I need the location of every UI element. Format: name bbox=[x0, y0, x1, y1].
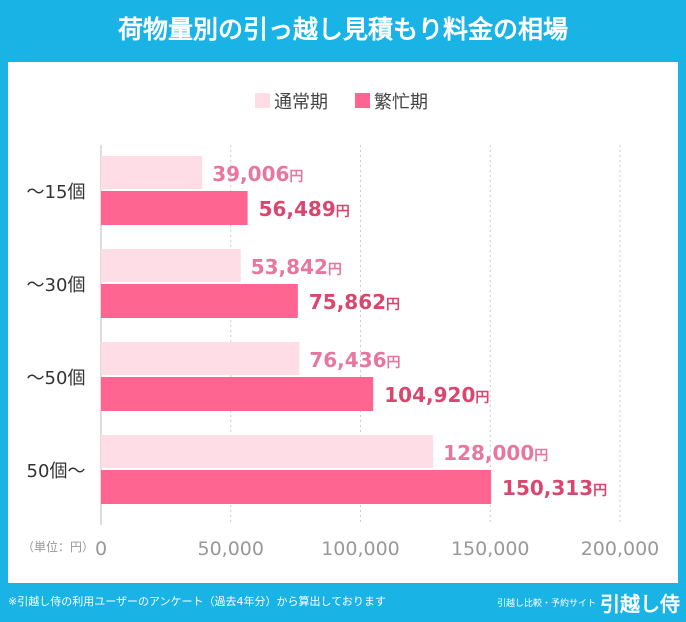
x-tick-label: 100,000 bbox=[321, 538, 400, 560]
data-label: 128,000円 bbox=[443, 441, 548, 465]
x-tick-label: 150,000 bbox=[451, 538, 530, 560]
bar-通常期 bbox=[101, 435, 434, 468]
unit-label: （単位：円） bbox=[22, 539, 94, 554]
data-label: 150,313円 bbox=[502, 476, 607, 500]
chart-title: 荷物量別の引っ越し見積もり料金の相場 bbox=[117, 15, 568, 44]
data-label: 104,920円 bbox=[384, 383, 489, 407]
brand-tagline: 引越し比較・予約サイト bbox=[497, 599, 597, 609]
x-tick-label: 0 bbox=[95, 538, 107, 560]
category-label: 〜50個 bbox=[27, 368, 86, 389]
data-label: 56,489円 bbox=[259, 197, 350, 221]
data-label: 53,842円 bbox=[251, 255, 342, 279]
x-tick-label: 200,000 bbox=[581, 538, 660, 560]
bar-繁忙期 bbox=[101, 470, 492, 504]
bar-通常期 bbox=[101, 342, 300, 375]
legend-label: 通常期 bbox=[274, 92, 328, 113]
bar-繁忙期 bbox=[101, 191, 248, 225]
data-label: 76,436円 bbox=[309, 348, 400, 372]
data-label: 39,006円 bbox=[212, 162, 303, 186]
bar-通常期 bbox=[101, 249, 241, 282]
data-label: 75,862円 bbox=[309, 290, 400, 314]
legend-swatch bbox=[255, 93, 270, 108]
bar-通常期 bbox=[101, 156, 203, 189]
brand-logo: 引越し侍 bbox=[600, 592, 680, 616]
legend-label: 繁忙期 bbox=[374, 92, 428, 113]
legend-swatch bbox=[355, 93, 370, 108]
category-label: 〜15個 bbox=[27, 182, 86, 203]
x-tick-label: 50,000 bbox=[198, 538, 264, 560]
bar-繁忙期 bbox=[101, 284, 298, 318]
category-label: 〜30個 bbox=[27, 275, 86, 296]
footer-note: ※引越し侍の利用ユーザーのアンケート（過去4年分）から算出しております bbox=[8, 595, 386, 608]
category-label: 50個〜 bbox=[27, 461, 86, 482]
bar-繁忙期 bbox=[101, 377, 374, 411]
